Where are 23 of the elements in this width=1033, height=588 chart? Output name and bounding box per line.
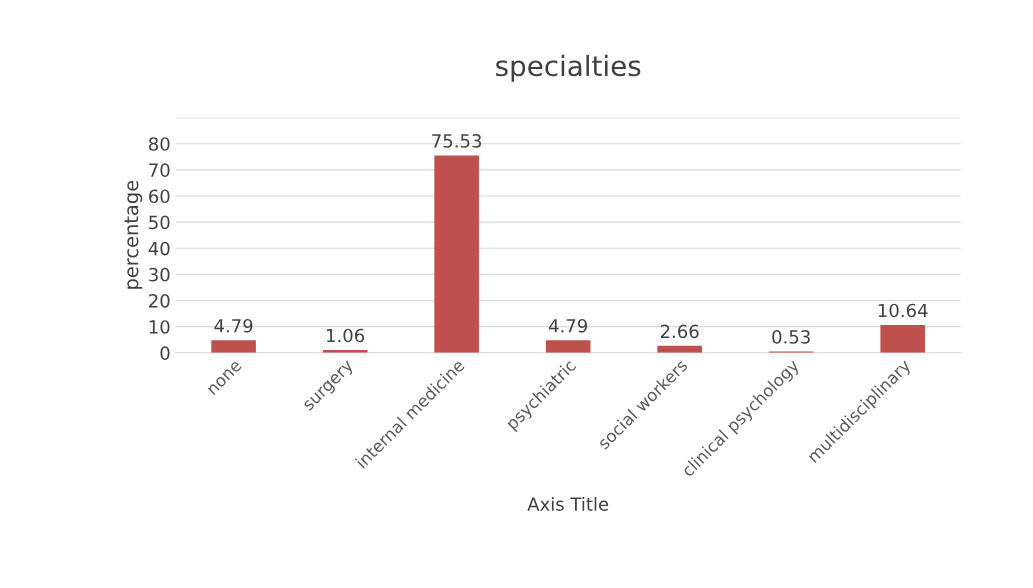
y-tick-label: 80 <box>149 137 170 151</box>
data-label: 10.64 <box>878 303 928 318</box>
y-tick-label: 60 <box>149 189 170 204</box>
y-tick-label: 10 <box>149 320 170 334</box>
y-tick-label: 20 <box>149 293 170 308</box>
bar <box>880 324 925 353</box>
y-tick-label: 30 <box>149 267 170 282</box>
y-axis-title: percentage <box>124 180 143 289</box>
x-axis-title: Axis Title <box>527 496 609 511</box>
data-label: 2.66 <box>660 324 699 339</box>
data-label: 4.79 <box>548 318 587 333</box>
data-label: 0.53 <box>772 330 810 344</box>
y-tick-label: 0 <box>160 346 170 360</box>
data-label: 75.53 <box>432 134 482 148</box>
y-tick-label: 40 <box>148 241 170 256</box>
data-label: 4.79 <box>214 318 253 333</box>
y-tick-label: 50 <box>149 215 170 230</box>
bar <box>434 155 479 353</box>
data-label: 1.06 <box>327 328 365 343</box>
bar <box>545 340 591 353</box>
chart-title: specialties <box>496 54 641 82</box>
y-tick-label: 70 <box>149 163 170 177</box>
bar <box>211 340 256 353</box>
